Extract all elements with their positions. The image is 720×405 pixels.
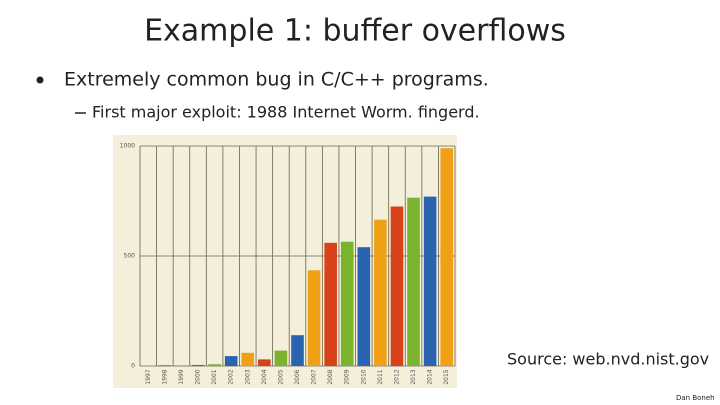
bar (208, 364, 221, 366)
x-tick-label: 2013 (410, 369, 417, 384)
bar (340, 241, 354, 366)
source: Source: web.nvd.nist.gov (507, 350, 709, 369)
bar (274, 350, 288, 366)
slide-title: Example 1: buffer overflows (144, 14, 566, 49)
bar (374, 219, 387, 366)
bar (440, 148, 454, 366)
x-tick-label: 2014 (427, 369, 434, 384)
bar (258, 359, 271, 366)
x-tick-label: 2015 (443, 369, 450, 384)
x-tick-label: 1999 (178, 369, 185, 384)
y-tick-label: 0 (131, 363, 135, 370)
bar (357, 247, 371, 366)
bullet: Extremely common bug in C/C++ programs. (64, 69, 489, 91)
bar (423, 196, 437, 366)
x-tick-label: 2005 (277, 369, 284, 384)
y-tick-label: 500 (124, 253, 136, 260)
x-tick-label: 2011 (377, 369, 384, 384)
x-tick-label: 2009 (344, 369, 351, 384)
x-tick-label: 2006 (294, 369, 301, 384)
bar (175, 365, 188, 366)
x-tick-label: 2002 (228, 369, 235, 384)
x-tick-label: 2010 (360, 369, 367, 384)
x-tick-label: 2012 (393, 369, 400, 384)
sub-bullet: First major exploit: 1988 Internet Worm.… (92, 103, 480, 122)
x-tick-label: 2001 (211, 369, 218, 384)
x-tick-label: 2008 (327, 369, 334, 384)
bar (224, 356, 238, 366)
bar (158, 365, 172, 366)
bullet-dot (36, 76, 44, 84)
author: Dan Boneh (676, 394, 715, 402)
x-tick-label: 2007 (311, 369, 318, 384)
y-tick-label: 1000 (120, 143, 135, 150)
x-tick-label: 2003 (244, 369, 251, 384)
bar (291, 335, 304, 366)
x-tick-label: 2004 (261, 369, 268, 384)
bar (390, 206, 404, 366)
bar (191, 364, 205, 366)
bar (307, 270, 321, 366)
bar (241, 352, 255, 366)
x-tick-label: 1997 (145, 369, 152, 384)
x-tick-label: 1998 (161, 369, 168, 384)
bar (324, 242, 337, 366)
x-tick-label: 2000 (195, 369, 202, 384)
bar (407, 197, 420, 366)
